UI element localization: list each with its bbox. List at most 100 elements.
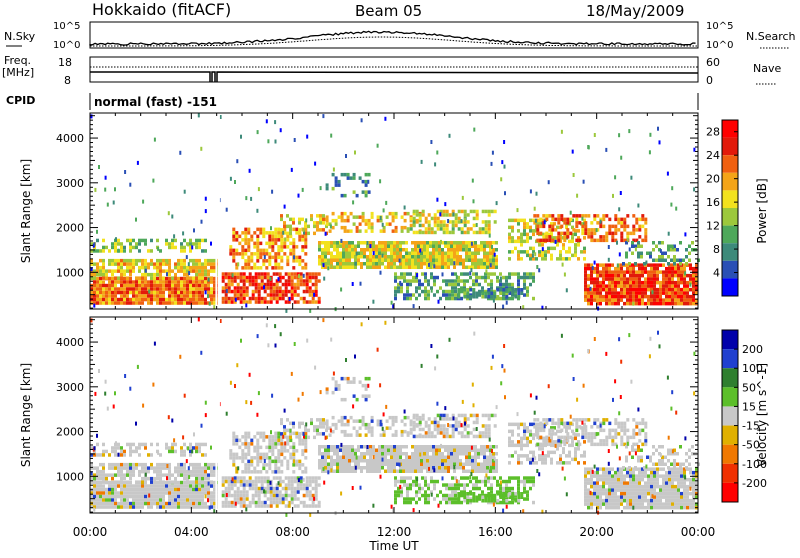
power-cell — [617, 302, 620, 306]
power-cell — [596, 221, 599, 225]
power-cell — [362, 215, 365, 219]
velocity-cell — [321, 463, 324, 467]
power-cell — [605, 302, 608, 306]
velocity-cell — [405, 470, 408, 474]
power-cell — [120, 284, 123, 288]
power-cell — [353, 215, 356, 219]
power-cell — [261, 279, 264, 283]
power-cell — [587, 228, 590, 232]
velocity-cell — [483, 466, 486, 470]
power-cell — [195, 273, 198, 277]
velocity-cell — [102, 484, 105, 488]
power-cell — [444, 245, 447, 249]
power-cell — [668, 277, 671, 281]
velocity-cell — [420, 470, 423, 474]
velocity-cell — [253, 446, 256, 450]
power-cell — [327, 259, 330, 263]
velocity-cell — [279, 476, 282, 480]
power-cell — [396, 266, 399, 270]
power-cell — [638, 225, 641, 229]
velocity-cell — [483, 449, 486, 453]
power-cell — [105, 287, 108, 291]
power-cell — [443, 227, 446, 231]
power-cell — [357, 262, 360, 266]
power-cell — [318, 259, 321, 263]
power-cell — [459, 259, 462, 263]
power-cell — [303, 274, 305, 278]
power-cell — [488, 224, 491, 228]
velocity-cell — [490, 487, 493, 491]
power-cell — [665, 270, 668, 274]
power-cell — [126, 287, 129, 291]
velocity-cell — [186, 480, 189, 484]
power-cell — [132, 266, 135, 270]
power-cell — [144, 298, 147, 302]
velocity-cell — [99, 502, 102, 506]
power-cell — [419, 213, 422, 217]
power-cell — [298, 238, 301, 242]
velocity-cell — [174, 470, 177, 474]
power-cell — [325, 232, 327, 236]
velocity-cell — [423, 463, 426, 467]
velocity-cell — [168, 505, 171, 509]
power-cell — [229, 249, 232, 253]
power-cell — [644, 232, 647, 236]
power-cell — [210, 280, 213, 284]
velocity-cell — [368, 426, 371, 430]
power-cell — [322, 218, 325, 222]
power-cell — [335, 222, 338, 226]
velocity-cell — [180, 463, 183, 467]
power-cell — [656, 267, 659, 271]
velocity-cell — [93, 495, 96, 499]
velocity-cell — [204, 491, 207, 495]
velocity-cell — [108, 473, 111, 477]
velocity-cell — [354, 470, 357, 474]
power-cell — [686, 288, 689, 292]
velocity-cell — [150, 488, 153, 492]
power-cell — [599, 225, 602, 229]
power-cell — [458, 227, 461, 231]
power-cell — [222, 300, 225, 304]
velocity-cell — [264, 494, 267, 498]
power-cell — [424, 290, 427, 294]
power-cell — [532, 279, 535, 283]
power-cell — [474, 252, 477, 256]
power-cell — [162, 291, 165, 295]
velocity-cell — [292, 449, 295, 453]
velocity-cell — [159, 463, 162, 467]
power-cell — [102, 246, 105, 250]
power-cell — [226, 208, 228, 212]
velocity-cell — [120, 450, 123, 454]
velocity-cell — [495, 463, 498, 467]
power-cell — [614, 274, 617, 278]
velocity-cell — [247, 460, 250, 464]
velocity-cell — [96, 488, 99, 492]
power-cell — [689, 263, 692, 267]
power-cell — [425, 217, 428, 221]
velocity-cell — [297, 497, 300, 501]
power-cell — [171, 284, 174, 288]
power-cell — [393, 266, 396, 270]
velocity-cell — [393, 459, 396, 463]
power-cell — [268, 245, 271, 249]
power-cell — [408, 266, 411, 270]
power-cell — [342, 248, 345, 252]
velocity-cell — [123, 488, 126, 492]
power-cell — [416, 220, 419, 224]
velocity-cell — [117, 484, 120, 488]
velocity-cell — [171, 443, 174, 447]
power-cell — [363, 252, 366, 256]
velocity-cell — [274, 432, 277, 436]
velocity-cell — [414, 466, 417, 470]
velocity-cell — [247, 432, 250, 436]
power-cell — [277, 245, 280, 249]
velocity-cell — [333, 445, 336, 449]
power-cell — [617, 221, 620, 225]
velocity-cell — [144, 488, 147, 492]
velocity-cell — [250, 463, 253, 467]
velocity-cell — [204, 463, 207, 467]
power-cell — [192, 262, 195, 266]
velocity-cell — [120, 477, 123, 481]
velocity-cell — [336, 449, 339, 453]
power-cell — [180, 277, 183, 281]
